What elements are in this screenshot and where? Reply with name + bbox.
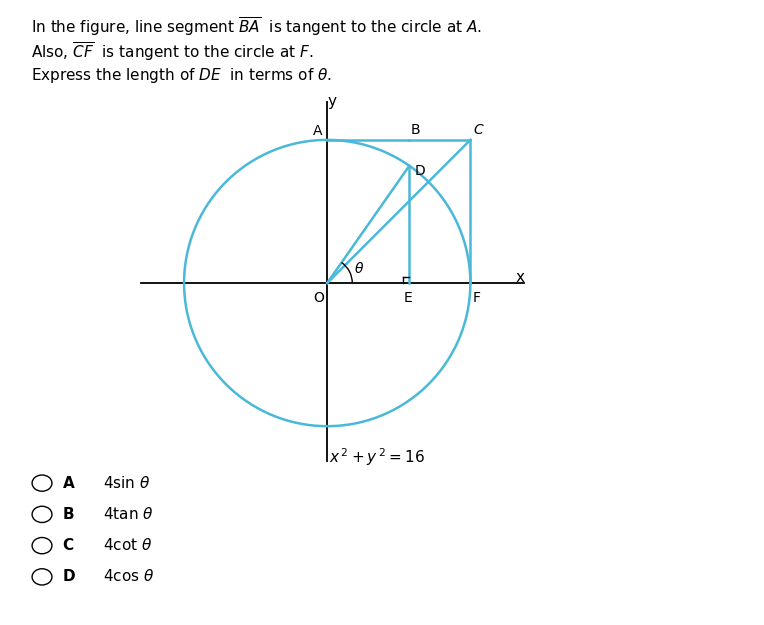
Text: A: A [63, 476, 74, 491]
Text: 4cos $\theta$: 4cos $\theta$ [103, 568, 154, 584]
Text: In the figure, line segment $\overline{BA}$  is tangent to the circle at $A$.: In the figure, line segment $\overline{B… [31, 16, 481, 38]
Text: 4tan $\theta$: 4tan $\theta$ [103, 506, 154, 522]
Text: F: F [473, 291, 481, 305]
Text: D: D [414, 164, 425, 178]
Text: $\theta$: $\theta$ [354, 261, 364, 276]
Text: O: O [312, 291, 324, 305]
Text: Also, $\overline{CF}$  is tangent to the circle at $F$.: Also, $\overline{CF}$ is tangent to the … [31, 41, 312, 63]
Text: y: y [327, 94, 336, 109]
Text: B: B [63, 507, 74, 522]
Text: $x^{\,2} + y^{\,2} = 16$: $x^{\,2} + y^{\,2} = 16$ [329, 446, 424, 468]
Text: C: C [473, 123, 483, 137]
Text: E: E [403, 291, 412, 305]
Text: D: D [63, 569, 76, 584]
Text: Express the length of $DE$  in terms of $\theta$.: Express the length of $DE$ in terms of $… [31, 66, 332, 84]
Text: C: C [63, 538, 74, 553]
Text: x: x [515, 270, 524, 285]
Text: 4cot $\theta$: 4cot $\theta$ [103, 537, 153, 553]
Text: 4sin $\theta$: 4sin $\theta$ [103, 474, 151, 491]
Text: A: A [312, 124, 322, 139]
Text: B: B [411, 123, 421, 137]
